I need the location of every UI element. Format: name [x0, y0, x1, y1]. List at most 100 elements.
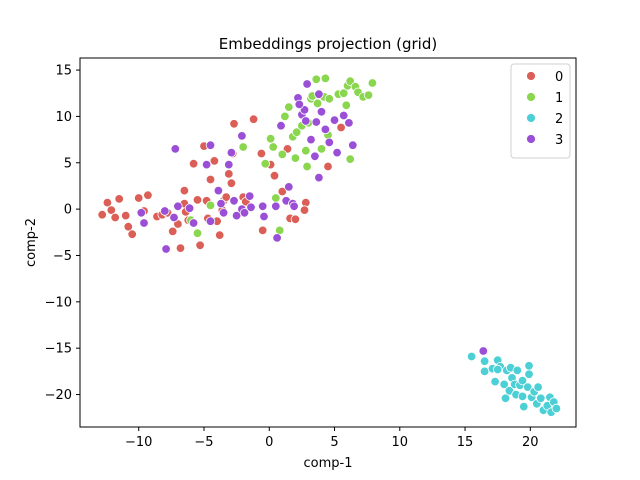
data-point-series-3 — [136, 208, 147, 218]
data-point-series-0 — [226, 178, 237, 188]
data-point-series-0 — [224, 169, 234, 179]
x-axis-label: comp-1 — [304, 456, 353, 471]
data-point-series-3 — [237, 131, 247, 141]
data-point-series-0 — [269, 170, 280, 181]
data-point-series-3 — [216, 198, 226, 209]
data-point-series-1 — [260, 158, 271, 169]
legend-marker — [526, 71, 536, 81]
data-point-series-3 — [224, 159, 234, 170]
data-point-series-3 — [229, 196, 239, 206]
chart-title: Embeddings projection (grid) — [219, 35, 437, 53]
data-point-series-3 — [276, 120, 286, 131]
data-point-series-2 — [490, 376, 500, 387]
data-points — [97, 73, 562, 417]
data-point-series-1 — [345, 154, 355, 164]
data-point-series-1 — [312, 98, 323, 109]
x-tick-label: 15 — [457, 435, 474, 450]
x-tick-label: 5 — [330, 435, 338, 450]
data-point-series-0 — [175, 243, 186, 253]
data-point-series-1 — [277, 149, 288, 160]
data-point-series-0 — [192, 195, 203, 205]
data-point-series-3 — [218, 208, 229, 218]
data-point-series-3 — [271, 201, 281, 212]
data-point-series-3 — [244, 191, 255, 201]
data-point-series-3 — [188, 218, 199, 228]
data-point-series-3 — [314, 89, 324, 99]
x-tick-label: 10 — [392, 435, 409, 450]
legend-box — [510, 63, 571, 159]
data-point-series-1 — [292, 127, 302, 137]
data-point-series-0 — [229, 119, 239, 129]
data-point-series-0 — [127, 229, 137, 239]
data-point-series-0 — [256, 148, 267, 159]
data-point-series-3 — [205, 216, 216, 226]
data-point-series-3 — [320, 124, 331, 135]
data-point-series-1 — [192, 228, 203, 238]
legend-marker — [526, 134, 536, 144]
data-point-series-0 — [106, 205, 117, 215]
data-point-series-1 — [205, 200, 216, 211]
y-axis-label: comp-2 — [24, 218, 39, 267]
data-point-series-0 — [277, 186, 288, 197]
data-point-series-3 — [160, 206, 170, 216]
y-axis-ticks: −20 −15 −10 −5 0 5 10 15 — [45, 64, 80, 403]
data-point-series-2 — [524, 369, 534, 379]
data-point-series-3 — [302, 79, 312, 89]
data-point-series-3 — [205, 140, 216, 150]
data-point-series-0 — [120, 210, 131, 221]
data-point-series-0 — [179, 185, 190, 196]
data-point-series-3 — [161, 244, 171, 254]
data-point-series-2 — [517, 391, 528, 402]
data-point-series-3 — [311, 117, 322, 127]
data-point-series-2 — [479, 366, 490, 377]
data-point-series-3 — [339, 110, 349, 121]
data-point-series-3 — [294, 99, 305, 110]
data-point-series-2 — [517, 375, 528, 386]
data-point-series-0 — [110, 212, 120, 223]
data-point-series-3 — [329, 115, 340, 125]
data-point-series-3 — [310, 151, 320, 162]
data-point-series-1 — [367, 78, 378, 88]
data-point-series-0 — [323, 161, 333, 172]
data-point-series-0 — [97, 209, 107, 220]
data-point-series-0 — [248, 114, 259, 124]
legend-label: 1 — [555, 91, 563, 106]
data-point-series-0 — [123, 221, 134, 232]
data-point-series-3 — [169, 212, 179, 223]
data-point-series-1 — [301, 145, 311, 156]
data-point-series-0 — [102, 197, 113, 208]
data-point-series-3 — [139, 218, 149, 228]
data-point-series-3 — [272, 233, 282, 243]
data-point-series-2 — [493, 364, 503, 375]
data-point-series-2 — [499, 379, 509, 390]
y-tick-label: −20 — [45, 388, 72, 403]
data-point-series-3 — [348, 140, 358, 150]
data-point-series-2 — [533, 382, 543, 392]
data-point-series-2 — [551, 403, 562, 414]
data-point-series-1 — [302, 161, 312, 172]
legend-label: 0 — [555, 70, 563, 85]
data-point-series-1 — [316, 144, 327, 154]
data-point-series-0 — [214, 230, 225, 240]
legend-marker — [526, 92, 536, 102]
data-point-series-1 — [271, 193, 281, 203]
plot-area-frame — [79, 57, 577, 428]
data-point-series-3 — [289, 201, 299, 212]
y-tick-label: −5 — [53, 249, 72, 264]
data-point-series-2 — [500, 393, 511, 404]
y-tick-label: 0 — [64, 203, 72, 218]
data-point-series-3 — [324, 137, 335, 148]
data-point-series-3 — [170, 144, 181, 154]
data-point-series-0 — [299, 205, 310, 215]
data-point-series-1 — [311, 74, 322, 85]
data-point-series-3 — [284, 182, 294, 192]
data-point-series-3 — [213, 185, 224, 196]
data-point-series-3 — [258, 201, 268, 212]
y-tick-label: 10 — [55, 110, 72, 125]
data-point-series-3 — [173, 201, 183, 212]
data-point-series-1 — [324, 94, 335, 104]
x-tick-label: 20 — [522, 435, 539, 450]
data-point-series-2 — [519, 401, 529, 412]
data-point-series-3 — [226, 147, 237, 158]
